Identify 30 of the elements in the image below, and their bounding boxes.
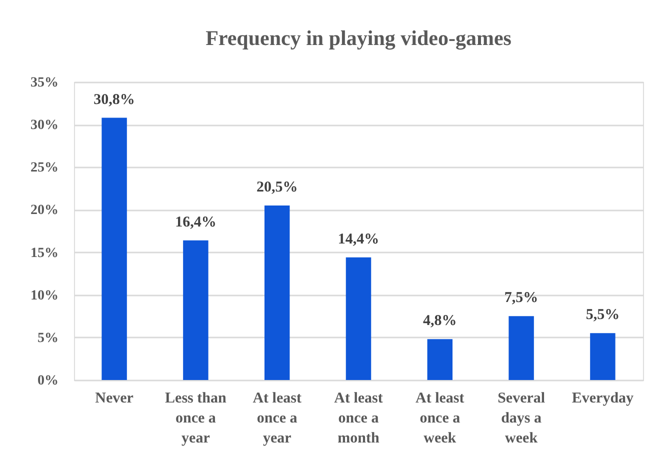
data-label: 16,4% xyxy=(175,214,216,230)
data-label: 20,5% xyxy=(256,179,298,196)
data-label: 7,5% xyxy=(504,290,538,306)
bar xyxy=(427,339,453,380)
x-tick-label: Several days a week xyxy=(498,390,546,446)
bar xyxy=(102,118,127,380)
x-tick-label: At least once a year xyxy=(252,390,302,446)
x-tick-label: Never xyxy=(95,390,134,406)
y-tick-label: 0% xyxy=(38,374,58,388)
bar xyxy=(183,240,208,380)
x-tick-label: At least once a month xyxy=(334,390,383,446)
y-tick-label: 10% xyxy=(30,288,58,304)
y-tick-label: 30% xyxy=(30,118,58,134)
y-tick-label: 20% xyxy=(30,203,58,218)
bar xyxy=(346,257,372,380)
bar xyxy=(590,333,616,380)
data-label: 5,5% xyxy=(586,307,620,324)
data-label: 4,8% xyxy=(423,313,457,330)
y-tick-label: 35% xyxy=(30,76,58,90)
data-label: 14,4% xyxy=(338,231,380,248)
y-tick-label: 15% xyxy=(30,246,58,261)
chart-title: Frequency in playing video-games xyxy=(206,26,512,50)
x-tick-label: At least once a week xyxy=(416,390,464,446)
x-tick-label: Less than once a year xyxy=(165,390,227,446)
data-label: 30,8% xyxy=(94,92,135,108)
bar xyxy=(508,316,534,380)
y-tick-label: 25% xyxy=(30,160,58,176)
bar xyxy=(264,205,290,380)
x-tick-label: Everyday xyxy=(572,390,634,406)
y-tick-label: 5% xyxy=(38,330,58,346)
